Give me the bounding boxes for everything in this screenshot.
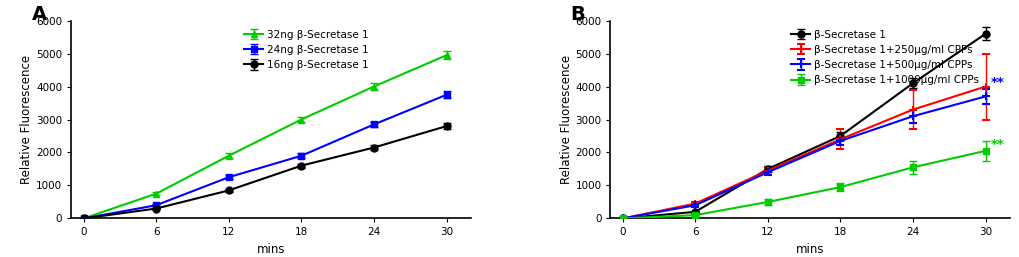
Legend: 32ng β-Secretase 1, 24ng β-Secretase 1, 16ng β-Secretase 1: 32ng β-Secretase 1, 24ng β-Secretase 1, …: [245, 30, 369, 70]
Y-axis label: Relative Fluorescence: Relative Fluorescence: [559, 55, 572, 184]
Y-axis label: Relative Fluorescence: Relative Fluorescence: [20, 55, 34, 184]
Text: B: B: [570, 5, 585, 24]
X-axis label: mins: mins: [257, 243, 285, 256]
Text: A: A: [32, 5, 47, 24]
Legend: β-Secretase 1, β-Secretase 1+250μg/ml CPPs, β-Secretase 1+500μg/ml CPPs, β-Secre: β-Secretase 1, β-Secretase 1+250μg/ml CP…: [791, 30, 978, 85]
Text: **: **: [989, 76, 1003, 89]
X-axis label: mins: mins: [795, 243, 823, 256]
Text: **: **: [989, 137, 1003, 151]
